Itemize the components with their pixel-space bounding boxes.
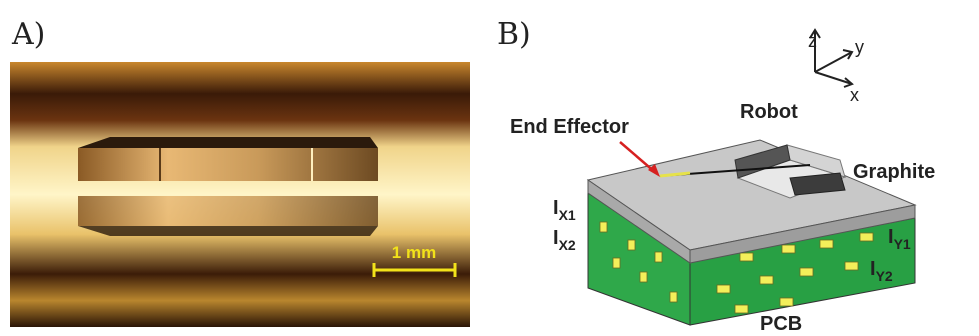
magnet: [78, 148, 378, 181]
label-sub: X1: [559, 207, 576, 223]
magnet-top: [78, 137, 378, 148]
label: Graphite: [853, 161, 935, 183]
photo: [10, 62, 470, 327]
label: End Effector: [510, 116, 629, 138]
axis-label: z: [808, 31, 817, 51]
label: IX1: [553, 197, 576, 223]
label: IX2: [553, 227, 576, 253]
axis-label: y: [855, 37, 864, 57]
scale-label: 1 mm: [392, 243, 436, 262]
axis-label: x: [850, 85, 859, 105]
label: PCB: [760, 313, 802, 335]
label-sub: Y1: [894, 236, 911, 252]
label-sub: Y2: [876, 268, 893, 284]
panel-label: A): [11, 17, 45, 52]
panel-label: B): [497, 17, 531, 52]
reflection-edge: [78, 226, 378, 236]
magnet-reflection: [78, 196, 378, 226]
figure: A) 1 mm B) z y x End Effector Robot Grap…: [0, 0, 979, 336]
label-sub: X2: [559, 237, 576, 253]
label: Robot: [740, 101, 798, 123]
